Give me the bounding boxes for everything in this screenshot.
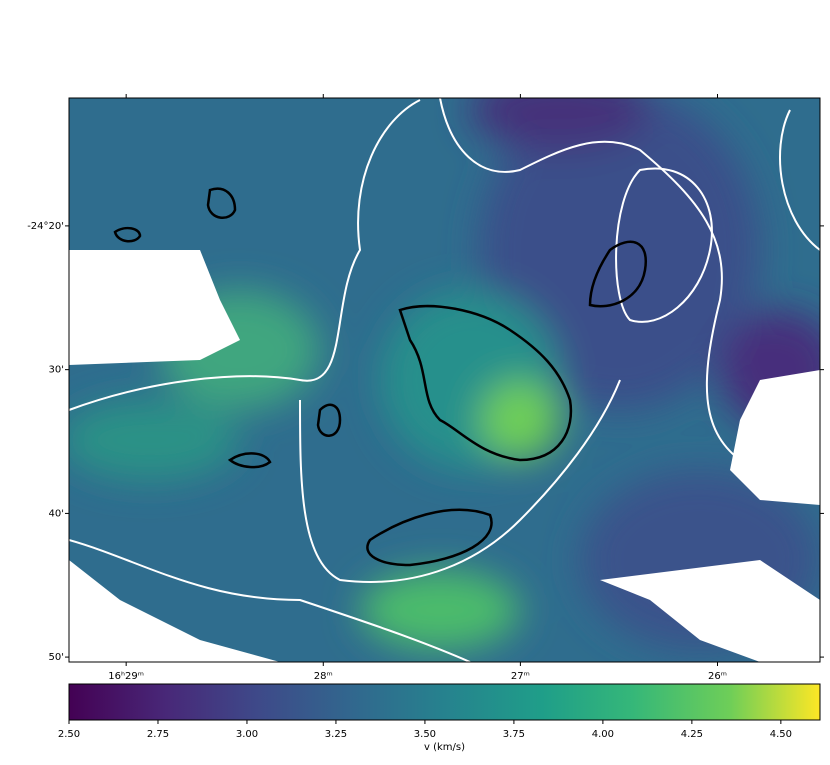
x-tick-label: 16ʰ29ᵐ (108, 671, 144, 682)
colorbar-label: v (km/s) (424, 742, 465, 753)
y-tick-label: 40' (49, 508, 64, 519)
x-tick-label: 26ᵐ (708, 671, 727, 682)
axes-frame (68, 97, 821, 663)
y-tick-label: 50' (49, 652, 64, 663)
y-tick-label: 30' (49, 365, 64, 376)
y-tick-label: -24°20' (27, 221, 64, 232)
colorbar-tick-label: 3.25 (325, 729, 347, 740)
colorbar-tick-label: 3.50 (414, 729, 436, 740)
colorbar-tick-label: 2.50 (58, 729, 80, 740)
colorbar-tick-label: 3.75 (503, 729, 525, 740)
colorbar-tick-label: 4.00 (592, 729, 614, 740)
x-tick-label: 28ᵐ (314, 671, 333, 682)
colorbar-tick-label: 4.50 (770, 729, 792, 740)
x-tick-label: 27ᵐ (511, 671, 530, 682)
colorbar-tick-label: 3.00 (236, 729, 258, 740)
map-image (69, 98, 820, 662)
colorbar-tick-label: 4.25 (681, 729, 703, 740)
colorbar-tick-label: 2.75 (147, 729, 169, 740)
colorbar (68, 683, 821, 721)
